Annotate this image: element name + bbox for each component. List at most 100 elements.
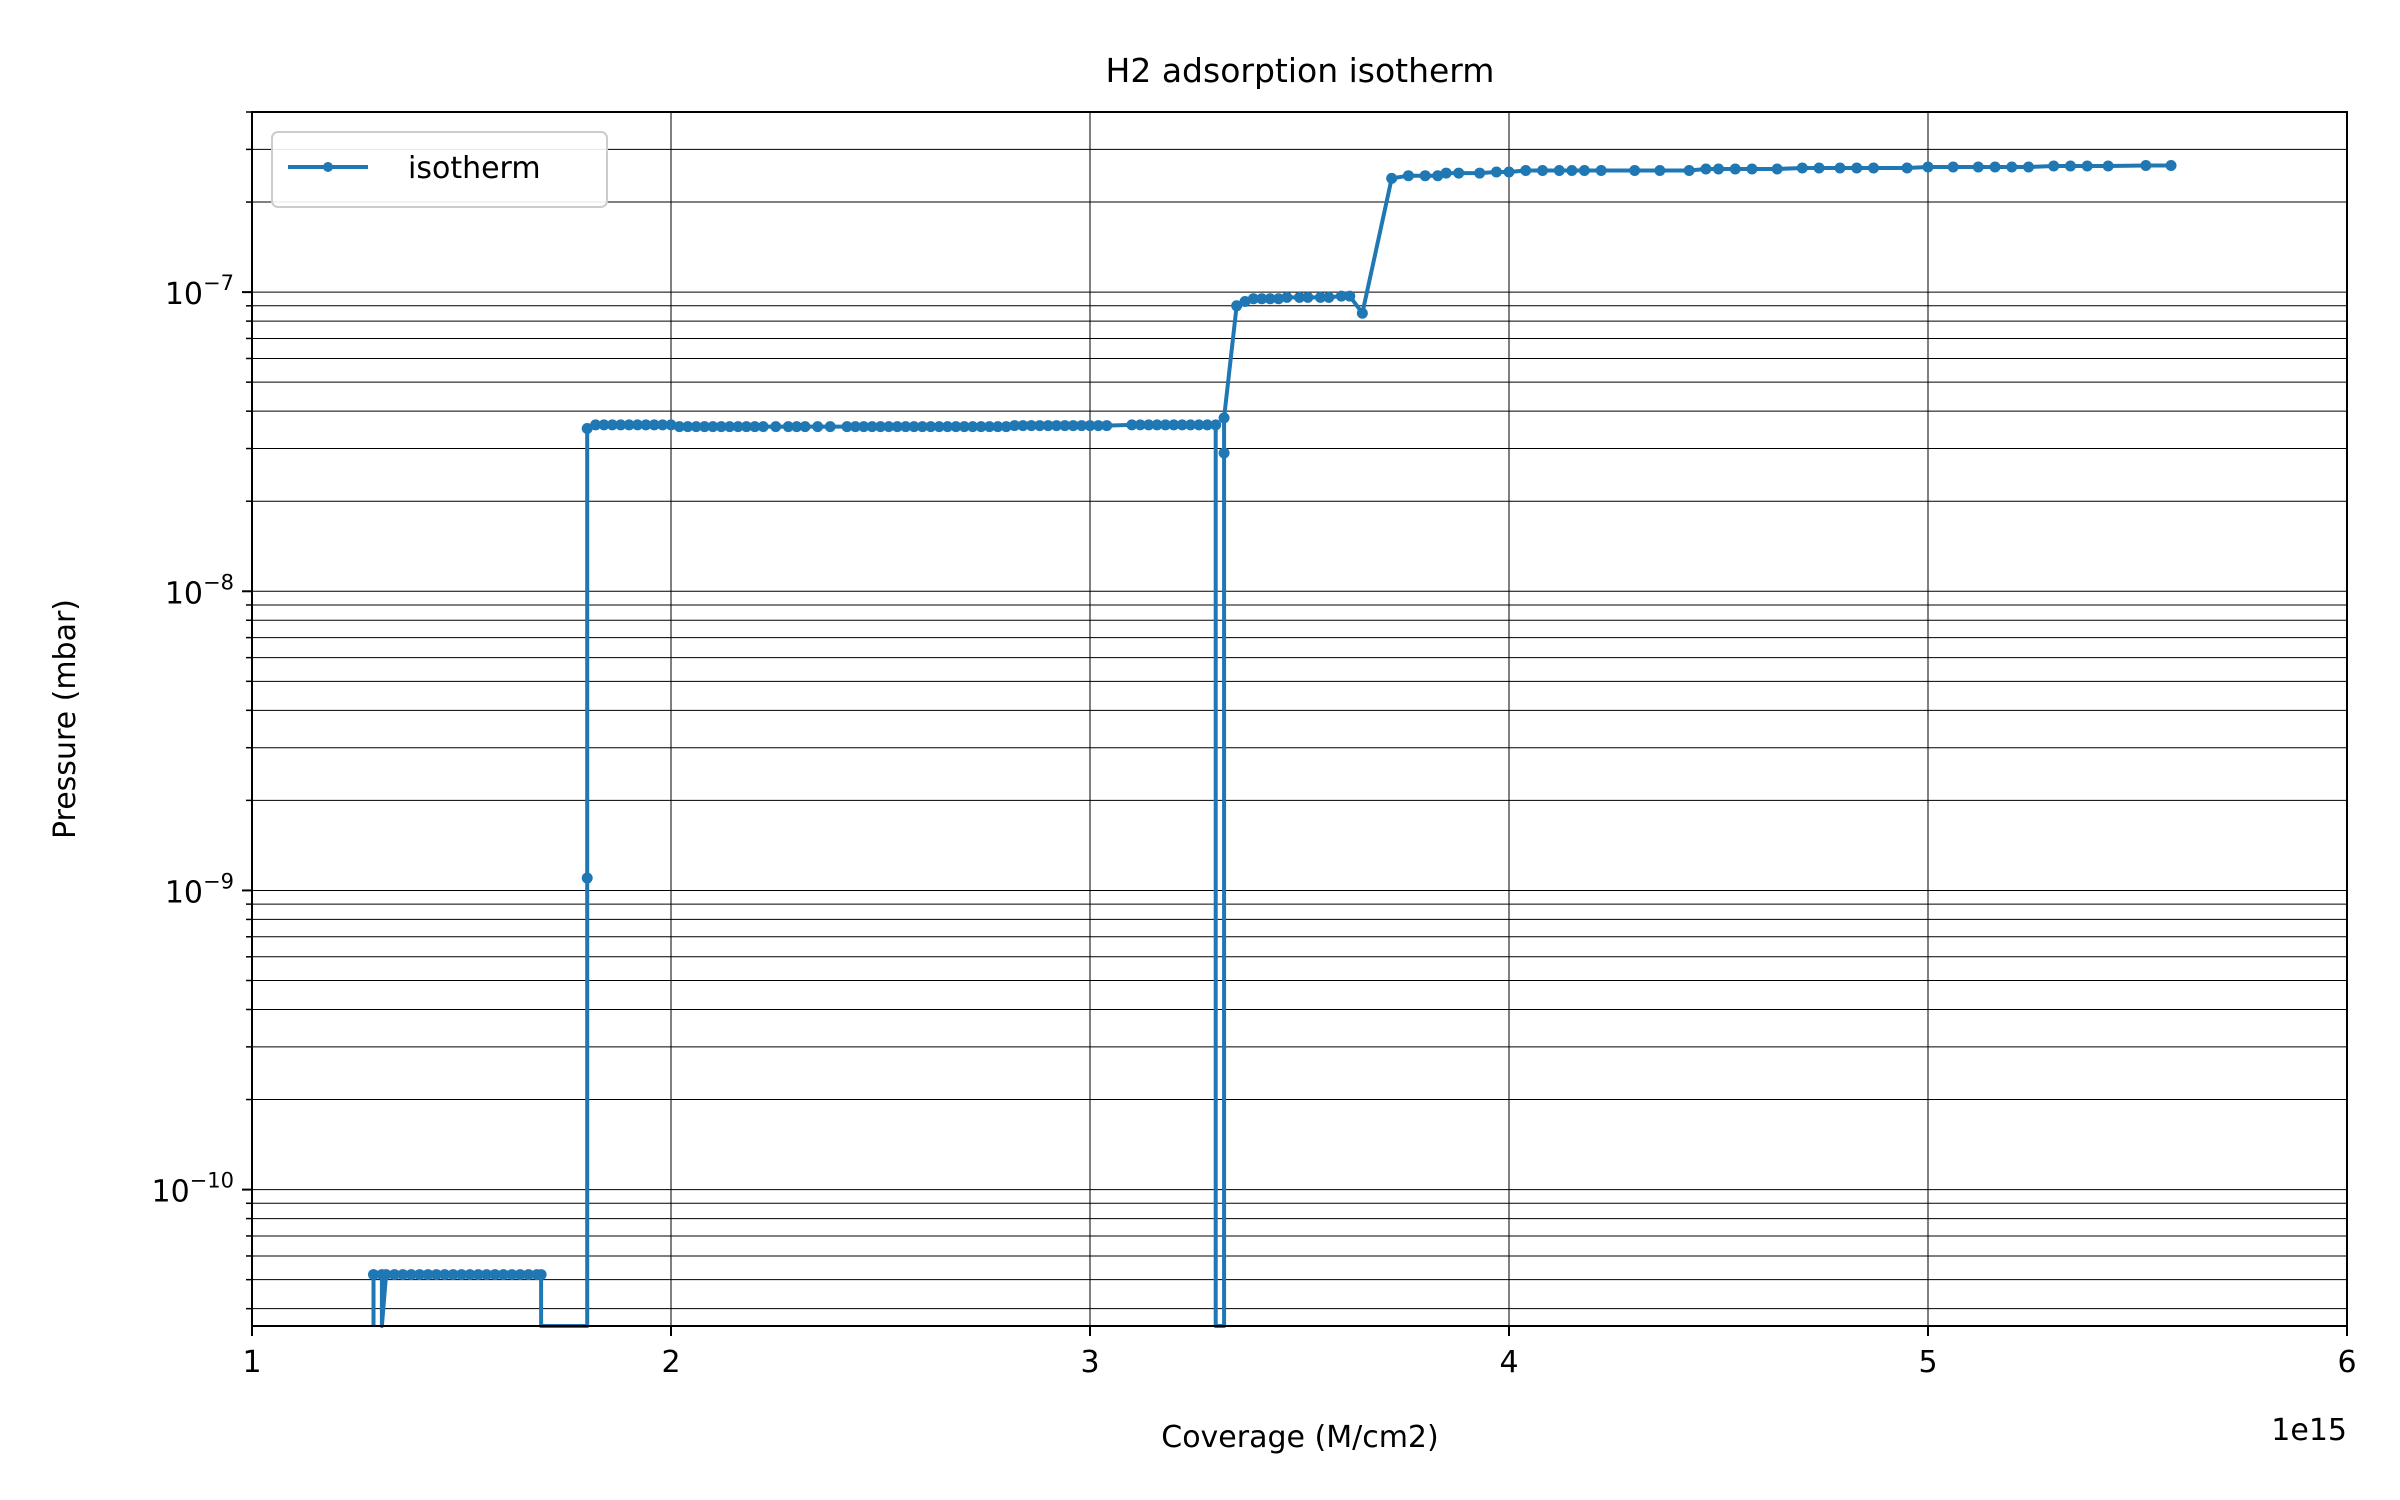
data-point	[1218, 447, 1230, 459]
data-point	[514, 1269, 526, 1281]
data-point	[2102, 160, 2114, 172]
data-point	[1629, 164, 1641, 176]
data-point	[1503, 166, 1515, 178]
data-point	[1335, 290, 1347, 302]
x-tick-label: 5	[1918, 1345, 1937, 1380]
data-point	[1076, 420, 1088, 432]
data-point	[472, 1269, 484, 1281]
data-point	[1302, 291, 1314, 303]
data-point	[665, 419, 677, 431]
y-tick-label: 10−8	[165, 570, 234, 611]
data-point	[2023, 161, 2035, 173]
data-point	[849, 421, 861, 433]
data-point	[1771, 163, 1783, 175]
data-point	[749, 421, 761, 433]
data-point	[1595, 164, 1607, 176]
data-point	[606, 419, 618, 431]
y-tick-label: 10−10	[151, 1169, 234, 1210]
data-point	[1151, 419, 1163, 431]
data-point	[1922, 161, 1934, 173]
data-point	[799, 421, 811, 433]
data-point	[1273, 293, 1285, 305]
data-point	[715, 421, 727, 433]
data-point	[397, 1269, 409, 1281]
data-point	[1578, 164, 1590, 176]
data-point	[1490, 166, 1502, 178]
data-point	[1101, 420, 1113, 432]
data-point	[1901, 162, 1913, 174]
data-point	[933, 421, 945, 433]
data-point	[648, 419, 660, 431]
legend-marker-swatch	[323, 162, 333, 172]
y-tick-label: 10−9	[165, 869, 234, 910]
data-point	[657, 419, 669, 431]
data-point	[958, 421, 970, 433]
data-point	[1134, 419, 1146, 431]
data-point	[791, 421, 803, 433]
data-point	[916, 421, 928, 433]
data-point	[2006, 161, 2018, 173]
data-point	[1553, 164, 1565, 176]
data-point	[1281, 291, 1293, 303]
data-point	[682, 421, 694, 433]
data-point	[1947, 161, 1959, 173]
series-layer	[368, 159, 2177, 1328]
data-point	[456, 1269, 467, 1281]
data-point	[1126, 419, 1138, 431]
data-point	[1453, 167, 1465, 179]
data-point	[615, 419, 627, 431]
plot-frame	[251, 111, 2348, 1327]
data-point	[1193, 419, 1205, 431]
data-point	[975, 421, 987, 433]
data-point	[1264, 293, 1276, 305]
data-point	[497, 1269, 509, 1281]
data-point	[1067, 420, 1079, 432]
data-point	[967, 421, 979, 433]
data-point	[598, 419, 610, 431]
data-point	[2081, 160, 2093, 172]
data-point	[732, 421, 744, 433]
data-point	[1537, 164, 1549, 176]
data-point	[782, 421, 794, 433]
data-point	[1834, 162, 1846, 174]
data-point	[1474, 167, 1486, 179]
data-point	[1025, 420, 1037, 432]
data-point	[1000, 421, 1012, 433]
data-point	[1323, 291, 1335, 303]
data-point	[1231, 300, 1243, 312]
data-point	[1218, 412, 1230, 424]
data-point	[1440, 167, 1452, 179]
data-point	[1813, 162, 1825, 174]
x-tick-label: 6	[2337, 1345, 2356, 1380]
data-point	[631, 419, 643, 431]
data-point	[942, 421, 954, 433]
data-point	[1034, 420, 1046, 432]
data-point	[590, 419, 602, 431]
data-point	[1972, 161, 1984, 173]
data-point	[1683, 164, 1695, 176]
data-point	[1084, 420, 1096, 432]
data-point	[1201, 419, 1213, 431]
data-point	[1402, 170, 1414, 182]
data-point	[1009, 420, 1021, 432]
data-point	[2048, 160, 2060, 172]
data-point	[1168, 419, 1180, 431]
data-point	[908, 421, 920, 433]
data-point	[925, 421, 937, 433]
data-point	[1176, 419, 1188, 431]
ticks-layer: 1 2 3 4 5 6 10−10 10−9 10−8 10−7	[151, 111, 2357, 1380]
x-tick-label: 4	[1499, 1345, 1518, 1380]
grid-layer	[252, 111, 2347, 1326]
data-point	[1143, 419, 1155, 431]
data-point	[1050, 420, 1062, 432]
data-point	[866, 421, 878, 433]
y-axis-label: Pressure (mbar)	[48, 599, 83, 839]
data-point	[858, 421, 870, 433]
data-point	[1654, 164, 1666, 176]
x-tick-label: 2	[661, 1345, 680, 1380]
data-point	[405, 1269, 417, 1281]
data-point	[1868, 162, 1880, 174]
data-point	[1700, 163, 1712, 175]
data-point	[489, 1269, 501, 1281]
data-point	[891, 421, 903, 433]
